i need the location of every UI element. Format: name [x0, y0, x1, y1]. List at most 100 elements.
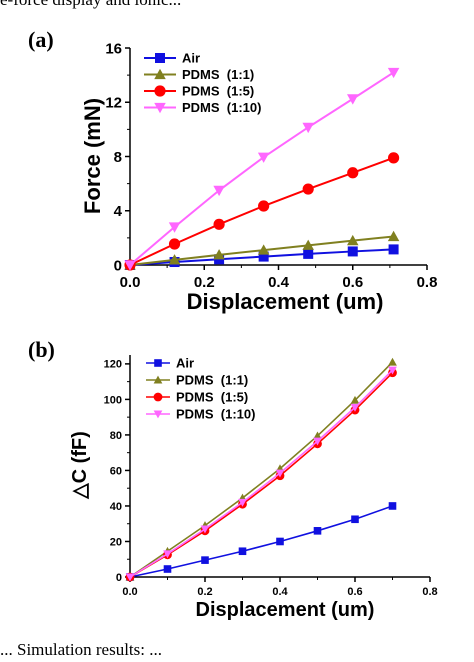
panel-a-y-tick-label: 8: [114, 149, 122, 166]
panel-b-series-line-3: [129, 369, 394, 578]
panel-a-y-axis-title: Force (mN): [80, 98, 105, 214]
panel-b-x-axis-title: Displacement (um): [196, 599, 375, 621]
panel-a-legend-marker-2: [154, 85, 166, 97]
panel-a-series-0-point: [258, 251, 269, 262]
panel-b-y-tick-label: 60: [110, 465, 122, 477]
panel-b-series-3-point: [388, 366, 397, 375]
panel-b-legend-marker-2: [153, 392, 163, 402]
panel-a-series-2-point: [258, 200, 270, 212]
panel-a-series-0-point: [388, 244, 399, 255]
panel-b-series-1-point: [350, 395, 360, 404]
panel-b-x-tick-label: 0.4: [272, 586, 288, 598]
panel-a-series-3-point: [124, 260, 136, 271]
panel-a-label: (a): [28, 27, 54, 52]
panel-b-series-3-point: [350, 403, 360, 412]
panel-a-series-2-point: [302, 183, 314, 195]
panel-b-y-tick-label: 20: [110, 536, 122, 548]
panel-b-label: (b): [28, 337, 55, 362]
panel-a-series-3-point: [168, 222, 181, 233]
panel-b-legend-marker-0: [154, 359, 162, 367]
panel-b-series-0-point: [351, 515, 359, 524]
panel-a-series: [124, 67, 400, 271]
panel-b-y-tick-label: 80: [110, 430, 122, 442]
panel-a-series-1-point: [302, 239, 314, 250]
panel-a-y-tick-label: 0: [114, 257, 122, 274]
panel-a-x-axis-title: Displacement (um): [187, 289, 384, 314]
panel-a-y-tick-label: 16: [105, 40, 122, 57]
panel-b-series-line-2: [129, 372, 394, 578]
panel-a-series-3-point: [347, 94, 359, 105]
panel-b: (b) △C (fF) Displacement (um) 0.0 0.2 0.4 0…: [28, 337, 438, 621]
panel-b-series-0-point: [388, 502, 397, 510]
panel-a-series-2-point: [387, 152, 400, 164]
panel-a-series-2-point: [347, 167, 359, 179]
panel-b-series: [125, 357, 397, 582]
panel-a-series-3-point: [302, 122, 314, 134]
panel-b-legend-marker-1: [153, 375, 163, 384]
panel-a-legend-marker-1: [154, 68, 166, 80]
panel-b-y-tick-label: 120: [104, 359, 122, 371]
panel-a-series-1-point: [257, 244, 270, 255]
panel-a-legend-marker-0: [155, 53, 165, 63]
panel-b-series-3-point: [163, 550, 172, 559]
panel-a-series-1-point: [347, 234, 359, 246]
panel-b-series-0-point: [238, 547, 247, 556]
panel-b-legend: Air PDMS (1:1) PDMS (1:5) PDMS (1:10): [146, 356, 255, 422]
panel-b-series-3-point: [200, 525, 210, 534]
panel-a-legend-label-1: PDMS (1:1): [182, 67, 254, 82]
panel-b-series-0-point: [313, 527, 322, 535]
panel-a-series-0-point: [303, 248, 314, 259]
panel-a-x-tick-label: 0.2: [194, 274, 215, 291]
panel-a-x-tick-label: 0.0: [120, 274, 141, 291]
panel-a-legend-label-0: Air: [182, 51, 200, 66]
panel-b-series-3-point: [238, 498, 247, 507]
panel-b-x-tick-label: 0.2: [197, 586, 212, 598]
panel-b-y-tick-label: 40: [110, 501, 122, 513]
panel-a-legend-label-3: PDMS (1:10): [182, 100, 261, 115]
panel-a-series-1-point: [387, 230, 400, 242]
panel-a-series-1-point: [168, 254, 181, 265]
panel-b-series-0-point: [201, 556, 209, 564]
panel-a-series-2-point: [213, 218, 225, 230]
panel-b-series-3-point: [313, 437, 322, 446]
panel-a-series-3-point: [213, 185, 225, 197]
panel-b-series-0-point: [276, 537, 284, 546]
caption-bottom-fragment: ... Simulation results: ...: [0, 640, 162, 659]
panel-a-series-3-point: [257, 152, 270, 163]
panel-a-y-tick-label: 4: [114, 203, 123, 220]
panel-b-legend-label-0: Air: [176, 356, 194, 371]
panel-a-x-tick-label: 0.8: [417, 274, 438, 291]
panel-b-y-tick-label: 100: [104, 394, 122, 406]
panel-a-series-2-point: [168, 238, 181, 250]
panel-b-series-1-point: [313, 431, 322, 440]
panel-b-x-tick-label: 0.0: [122, 586, 137, 598]
caption-top-fragment: e-force display and ionic...: [0, 0, 474, 12]
panel-b-legend-label-2: PDMS (1:5): [176, 390, 248, 405]
panel-b-y-tick-label: 0: [116, 572, 122, 584]
panel-b-legend-label-3: PDMS (1:10): [176, 407, 255, 422]
panel-a-x-tick-label: 0.6: [342, 274, 363, 291]
panel-b-legend-label-1: PDMS (1:1): [176, 373, 248, 388]
panel-b-series-0-point: [163, 565, 172, 573]
panel-b-series-3-point: [275, 469, 285, 478]
panel-a-x-tick-label: 0.4: [268, 274, 290, 291]
panel-a-series-1-point: [213, 249, 225, 260]
panel-a-series-3-point: [387, 67, 400, 79]
panel-b-series-line-1: [129, 361, 394, 578]
panel-b-series-line-0: [129, 505, 393, 578]
panel-b-x-tick-label: 0.8: [422, 586, 437, 598]
panel-b-y-axis-title: △C (fF): [69, 431, 91, 500]
panel-b-x-tick-label: 0.6: [347, 586, 362, 598]
panel-b-series-1-point: [388, 357, 397, 366]
panel-a-legend-marker-3: [154, 102, 166, 114]
panel-a-axes: 0.0 0.2 0.4 0.6 0.8 0 4 8 12 16: [105, 40, 437, 291]
panel-b-axes: 0.0 0.2 0.4 0.6 0.8 0 20 40 60 80 100 120: [104, 355, 438, 598]
panel-b-series-3-point: [125, 573, 135, 582]
panel-a-y-tick-label: 12: [105, 95, 122, 112]
panel-a-legend-label-2: PDMS (1:5): [182, 84, 254, 99]
panel-a-series-0-point: [347, 246, 358, 257]
panel-a: (a) Force (mN) Displacement (um) 0.0 0.2 0…: [28, 27, 437, 314]
panel-b-legend-marker-3: [153, 410, 163, 419]
